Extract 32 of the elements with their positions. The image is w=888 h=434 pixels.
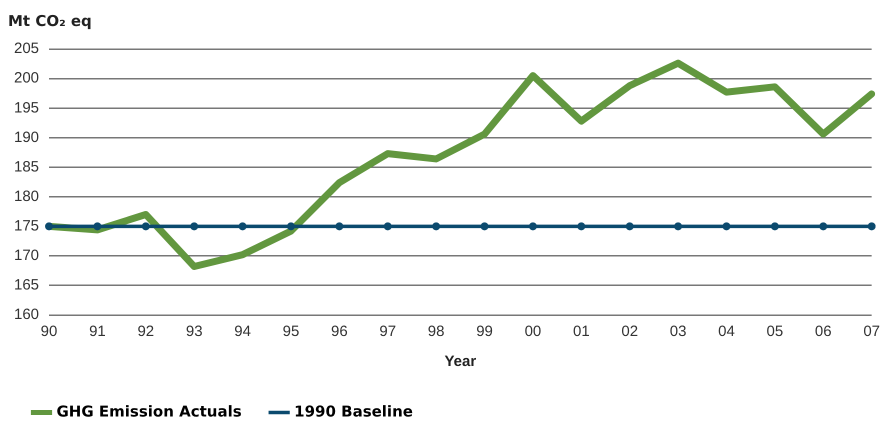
y-tick-label: 175	[14, 217, 40, 234]
x-axis-title: Year	[444, 353, 476, 370]
y-tick-label: 160	[14, 306, 40, 324]
y-tick-label: 165	[14, 276, 40, 294]
y-axis-title: Mt CO₂ eq	[8, 12, 92, 30]
legend-label: 1990 Baseline	[294, 402, 413, 420]
x-tick-label: 02	[621, 323, 638, 340]
x-tick-label: 04	[718, 323, 735, 340]
x-tick-label: 99	[476, 323, 493, 340]
x-tick-label: 05	[766, 323, 784, 340]
x-tick-label: 93	[186, 323, 203, 340]
x-tick-label: 03	[670, 323, 686, 340]
x-tick-label: 96	[331, 323, 348, 340]
x-tick-label: 07	[863, 323, 880, 340]
y-tick-label: 170	[14, 247, 40, 264]
x-tick-label: 95	[282, 323, 300, 340]
x-tick-label: 91	[89, 323, 106, 340]
y-tick-label: 205	[14, 40, 40, 58]
x-tick-label: 00	[524, 323, 542, 340]
y-tick-label: 195	[14, 99, 40, 116]
legend-label: GHG Emission Actuals	[56, 402, 242, 420]
y-tick-label: 180	[14, 188, 40, 205]
x-tick-label: 90	[40, 323, 58, 340]
x-tick-label: 97	[379, 323, 396, 340]
x-tick-label: 92	[137, 323, 154, 340]
x-tick-label: 01	[572, 323, 590, 340]
x-tick-label: 98	[428, 323, 444, 340]
y-tick-label: 190	[14, 128, 40, 146]
y-tick-label: 200	[14, 70, 40, 87]
x-tick-label: 06	[814, 323, 832, 340]
x-tick-label: 94	[234, 323, 251, 340]
y-tick-label: 185	[14, 158, 40, 176]
